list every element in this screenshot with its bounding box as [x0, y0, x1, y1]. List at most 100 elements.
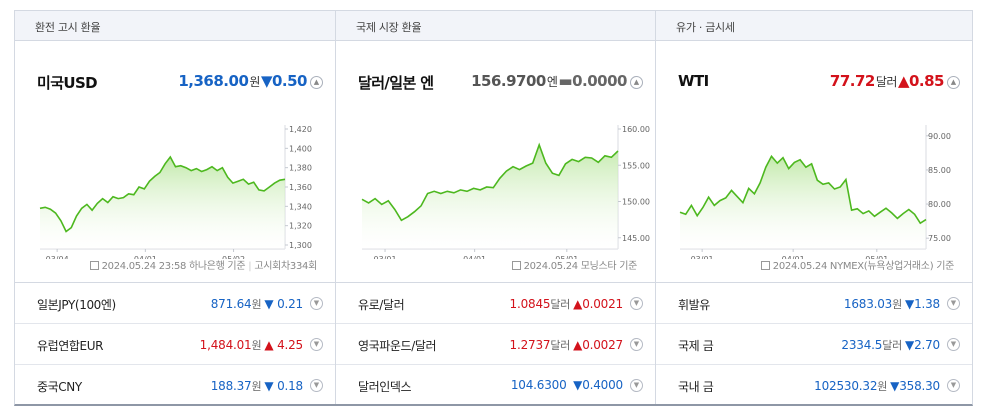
- x-tick-label: 04/01: [463, 255, 486, 259]
- item-name: 국내 금: [678, 380, 714, 394]
- y-tick-label: 160.00: [622, 125, 650, 134]
- y-tick-label: 75.00: [928, 234, 951, 243]
- list-item[interactable]: 중국CNY 188.37원 ▼ 0.18 ▼: [15, 365, 335, 406]
- source-label: 하나은행 기준: [188, 261, 246, 272]
- item-value: 102530.32원 ▼358.30: [814, 378, 940, 394]
- rate-list: 유로/달러 1.0845달러 ▲0.0021 ▼ 영국파운드/달러 1.2737달…: [336, 283, 655, 406]
- x-tick-label: 05/01: [865, 255, 888, 259]
- section-header[interactable]: 유가 · 금시세: [656, 11, 972, 41]
- value: 1.2737: [509, 338, 551, 352]
- item-name: 달러인덱스: [358, 380, 412, 394]
- list-item[interactable]: 영국파운드/달러 1.2737달러 ▲0.0027 ▼: [336, 324, 655, 365]
- item-name: 영국파운드/달러: [358, 339, 437, 353]
- main-rate-value: 1,368.00원▼0.50: [178, 72, 307, 90]
- divider: |: [248, 261, 252, 272]
- list-item[interactable]: 유로/달러 1.0845달러 ▲0.0021 ▼: [336, 283, 655, 324]
- change: 2.70: [914, 338, 940, 352]
- chevron-down-icon[interactable]: ▲: [947, 76, 960, 89]
- list-item[interactable]: 국제 금 2334.5달러 ▼2.70 ▼: [656, 324, 972, 365]
- value: 1.0845: [509, 297, 551, 311]
- item-name: 국제 금: [678, 339, 714, 353]
- unit: 원: [251, 380, 262, 393]
- down-arrow-icon: ▼: [890, 379, 900, 393]
- x-tick-label: 03/01: [374, 255, 397, 259]
- up-arrow-icon: ▲: [573, 297, 583, 311]
- source-extra: 고시회차334회: [254, 261, 317, 272]
- x-tick-label: 03/04: [46, 255, 69, 259]
- chevron-down-icon[interactable]: ▲: [630, 76, 643, 89]
- value: 1683.03: [843, 297, 893, 311]
- y-tick-label: 150.00: [622, 198, 650, 207]
- item-name: 일본JPY(100엔): [37, 298, 116, 312]
- list-item[interactable]: 유럽연합EUR 1,484.01원 ▲ 4.25 ▼: [15, 324, 335, 365]
- series-area: [40, 157, 285, 249]
- item-name: 유로/달러: [358, 298, 405, 312]
- y-tick-label: 1,380: [289, 164, 312, 173]
- item-value: 1683.03원 ▼1.38: [844, 296, 940, 312]
- wti-chart: 75.00 80.00 85.00 90.00 03/01 04/01 05/01: [679, 125, 951, 259]
- main-change: 0.85: [908, 72, 945, 90]
- chevron-down-icon[interactable]: ▼: [630, 379, 643, 392]
- chevron-down-icon[interactable]: ▼: [310, 379, 323, 392]
- item-name: 휘발유: [678, 298, 710, 312]
- column-exchange-notice: 환전 고시 환율 미국USD 1,368.00원▼0.50 ▲ 1,300 1,3…: [15, 11, 335, 404]
- chevron-down-icon[interactable]: ▼: [947, 338, 960, 351]
- y-tick-label: 1,400: [289, 144, 312, 153]
- main-rate-name[interactable]: 미국USD: [37, 74, 98, 92]
- chevron-down-icon[interactable]: ▼: [630, 297, 643, 310]
- change: 0.21: [277, 297, 303, 311]
- source-info: 2024.05.24 모닝스타 기준: [511, 257, 637, 272]
- main-rate-panel: WTI 77.72달러▲0.85 ▲ 75.0080.0085.0090.000…: [656, 41, 972, 283]
- main-rate-name[interactable]: 달러/일본 엔: [358, 74, 434, 92]
- change: 358.30: [899, 379, 940, 393]
- unit: 원: [251, 298, 262, 311]
- item-value: 1,484.01원 ▲ 4.25: [200, 337, 304, 353]
- source-date: 2024.05.24: [523, 261, 579, 272]
- item-name: 중국CNY: [37, 380, 82, 394]
- chevron-down-icon[interactable]: ▼: [630, 338, 643, 351]
- series-line: [679, 154, 927, 225]
- list-item[interactable]: 국내 금 102530.32원 ▼358.30 ▼: [656, 365, 972, 406]
- chevron-down-icon[interactable]: ▼: [947, 379, 960, 392]
- item-value: 871.64원 ▼ 0.21: [211, 296, 303, 312]
- down-arrow-icon: ▼: [264, 379, 274, 393]
- value: 102530.32: [814, 379, 878, 393]
- down-arrow-icon: ▼: [905, 297, 915, 311]
- value: 871.64: [210, 297, 252, 311]
- y-tick-label: 80.00: [928, 200, 951, 209]
- item-value: 1.0845달러 ▲0.0021: [509, 296, 624, 312]
- x-tick-label: 04/01: [782, 255, 805, 259]
- document-icon: [89, 261, 99, 270]
- list-item[interactable]: 일본JPY(100엔) 871.64원 ▼ 0.21 ▼: [15, 283, 335, 324]
- y-tick-label: 1,320: [289, 222, 312, 231]
- up-arrow-icon: ▲: [573, 338, 583, 352]
- series-area: [362, 144, 618, 249]
- section-header[interactable]: 환전 고시 환율: [15, 11, 335, 41]
- main-unit: 달러: [875, 75, 898, 89]
- chevron-down-icon[interactable]: ▼: [310, 297, 323, 310]
- source-info: 2024.05.24 23:58 하나은행 기준 | 고시회차334회: [89, 257, 317, 272]
- main-value: 156.9700: [471, 72, 546, 90]
- main-rate-name[interactable]: WTI: [678, 72, 709, 90]
- source-date: 2024.05.24 23:58: [101, 261, 187, 272]
- y-tick-label: 145.00: [622, 234, 650, 243]
- chevron-down-icon[interactable]: ▼: [310, 338, 323, 351]
- y-tick-label: 1,420: [289, 125, 312, 134]
- up-arrow-icon: ▲: [897, 72, 910, 90]
- section-header[interactable]: 국제 시장 환율: [336, 11, 655, 41]
- chevron-down-icon[interactable]: ▼: [947, 297, 960, 310]
- up-arrow-icon: ▲: [264, 338, 274, 352]
- unit: 달러: [550, 298, 571, 311]
- column-international-market: 국제 시장 환율 달러/일본 엔 156.9700엔▬0.0000 ▲ 145.…: [335, 11, 655, 404]
- list-item[interactable]: 달러인덱스 104.6300 ▼0.4000 ▼: [336, 365, 655, 406]
- source-date: 2024.05.24: [772, 261, 828, 272]
- chevron-down-icon[interactable]: ▲: [310, 76, 323, 89]
- item-value: 104.6300 ▼0.4000: [511, 378, 623, 392]
- list-item[interactable]: 휘발유 1683.03원 ▼1.38 ▼: [656, 283, 972, 324]
- down-arrow-icon: ▼: [264, 297, 274, 311]
- y-tick-label: 1,340: [289, 202, 312, 211]
- series-line: [361, 142, 619, 222]
- change: 0.0021: [582, 297, 623, 311]
- main-unit: 엔: [546, 75, 558, 89]
- item-name: 유럽연합EUR: [37, 339, 104, 353]
